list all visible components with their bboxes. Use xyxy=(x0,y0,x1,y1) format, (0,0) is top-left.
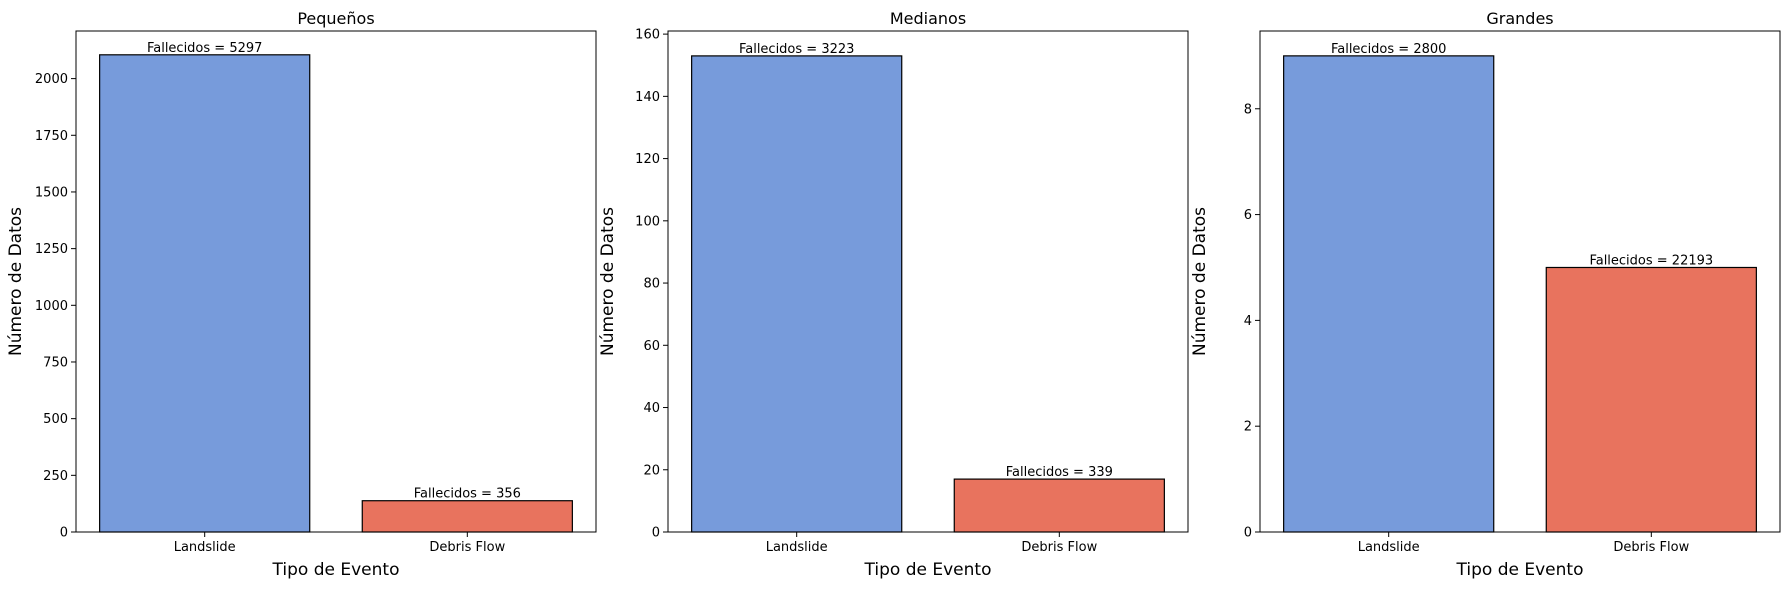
chart-title: Grandes xyxy=(1486,9,1553,28)
y-tick-label: 1250 xyxy=(35,242,68,257)
bar-debris-flow xyxy=(1545,266,1757,533)
y-tick-label: 60 xyxy=(643,339,660,354)
y-tick-label: 8 xyxy=(1244,102,1252,117)
y-tick-label: 20 xyxy=(643,463,660,478)
y-tick-label: 1000 xyxy=(35,299,68,314)
y-tick-label: 0 xyxy=(652,526,660,541)
x-tick-label: Landslide xyxy=(766,540,828,555)
chart-panel-3: Fallecidos = 2800 Fallecidos = 22193 0 2 4 6 8… xyxy=(1190,9,1781,580)
chart-title: Medianos xyxy=(890,9,966,28)
plot-frame xyxy=(1259,30,1781,533)
y-tick-label: 2 xyxy=(1244,420,1252,435)
plot-frame xyxy=(667,30,1189,533)
y-tick-label: 250 xyxy=(43,469,68,484)
y-tick-label: 500 xyxy=(43,412,68,427)
x-tick-label: Debris Flow xyxy=(429,540,505,555)
bar-data-label: Fallecidos = 2800 xyxy=(1331,42,1446,57)
bar-data-label: Fallecidos = 5297 xyxy=(147,41,262,56)
x-tick-label: Debris Flow xyxy=(1613,540,1689,555)
y-axis-label: Número de Datos xyxy=(598,207,618,356)
chart-panel-2: Fallecidos = 3223 Fallecidos = 339 0 20 40 60… xyxy=(598,9,1189,580)
bar-landslide xyxy=(99,54,311,533)
chart-panel-1: Fallecidos = 5297 Fallecidos = 356 0 250 500… xyxy=(6,9,597,580)
y-axis-label: Número de Datos xyxy=(6,207,26,356)
y-tick-label: 120 xyxy=(635,152,660,167)
y-tick-label: 80 xyxy=(643,277,660,292)
y-tick-label: 1750 xyxy=(35,129,68,144)
plot-frame xyxy=(75,30,597,533)
x-tick-label: Landslide xyxy=(1358,540,1420,555)
y-tick-label: 0 xyxy=(1244,526,1252,541)
x-axis-label: Tipo de Evento xyxy=(272,560,400,580)
bar-debris-flow xyxy=(361,500,573,533)
bar-debris-flow xyxy=(953,478,1165,533)
x-axis-label: Tipo de Evento xyxy=(1456,560,1584,580)
y-axis-label: Número de Datos xyxy=(1190,207,1210,356)
x-tick-label: Debris Flow xyxy=(1021,540,1097,555)
y-tick-label: 160 xyxy=(635,28,660,43)
x-tick-label: Landslide xyxy=(174,540,236,555)
bar-data-label: Fallecidos = 3223 xyxy=(739,42,854,57)
y-tick-label: 140 xyxy=(635,90,660,105)
y-tick-label: 0 xyxy=(60,526,68,541)
x-axis-label: Tipo de Evento xyxy=(864,560,992,580)
bar-data-label: Fallecidos = 339 xyxy=(1006,465,1113,480)
y-tick-label: 6 xyxy=(1244,208,1252,223)
y-tick-label: 2000 xyxy=(35,72,68,87)
y-tick-label: 750 xyxy=(43,355,68,370)
bar-landslide xyxy=(1283,55,1495,533)
y-tick-label: 1500 xyxy=(35,185,68,200)
chart-title: Pequeños xyxy=(297,9,374,28)
y-tick-label: 100 xyxy=(635,214,660,229)
y-tick-label: 40 xyxy=(643,401,660,416)
bar-landslide xyxy=(691,55,903,533)
bar-data-label: Fallecidos = 356 xyxy=(414,487,521,502)
bar-data-label: Fallecidos = 22193 xyxy=(1589,253,1713,268)
y-tick-label: 4 xyxy=(1244,314,1252,329)
